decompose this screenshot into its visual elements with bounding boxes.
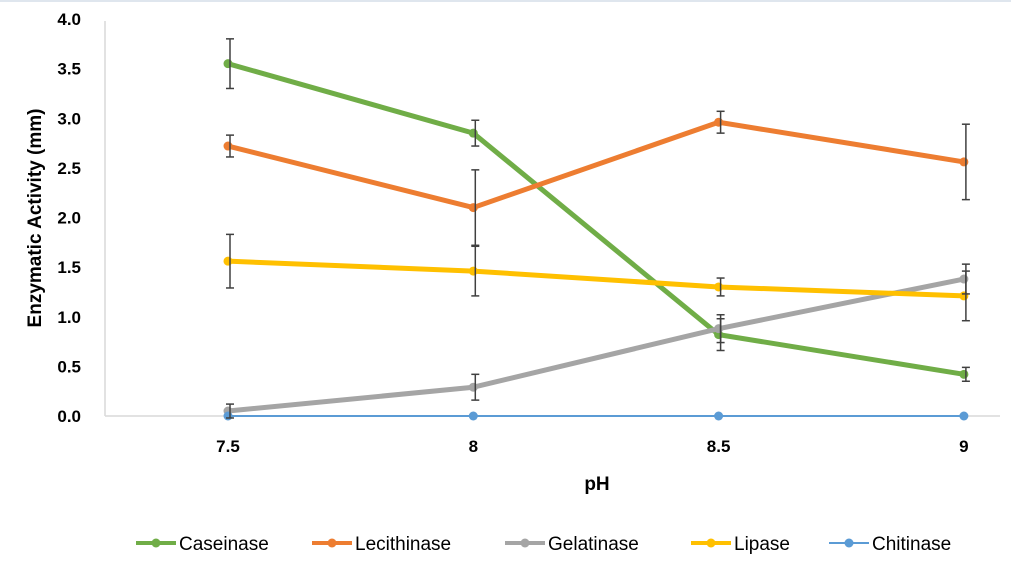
data-point [959,157,969,167]
error-bar [226,38,234,90]
series-lipase [223,256,969,301]
data-point [714,282,724,292]
error-bar [716,110,725,134]
x-tick-label: 7.5 [216,437,240,456]
y-tick-label: 3.0 [57,109,81,128]
data-point [959,291,969,301]
error-bar [226,403,234,419]
series-gelatinase [223,274,969,416]
series-caseinase [223,59,969,379]
legend-item-gelatinase: Gelatinase [505,534,639,555]
error-bar [961,366,970,383]
data-point [223,256,233,266]
data-point [468,411,478,421]
error-bar [961,270,970,322]
data-point [714,117,724,127]
series-lecithinase [223,117,969,213]
data-point [959,369,969,379]
series-chitinase [223,411,969,421]
error-bar [471,373,480,401]
legend-label: Gelatinase [548,534,639,555]
y-tick-label: 1.0 [57,308,81,327]
data-point [223,59,233,69]
data-point [223,141,233,151]
legend-label: Caseinase [179,534,269,555]
data-point [223,411,233,421]
y-tick-label: 3.5 [57,60,81,79]
series-line [227,61,965,377]
legend-item-lecithinase: Lecithinase [312,534,451,555]
y-tick-label: 4.0 [57,10,81,29]
x-tick-label: 8.5 [707,437,731,456]
y-tick-label: 2.5 [57,159,81,178]
legend-label: Chitinase [872,534,951,555]
data-point [468,382,478,392]
series-line [227,258,964,299]
data-point [959,411,969,421]
x-tick-label: 8 [469,437,478,456]
error-bar [471,245,480,297]
series-line [227,119,965,211]
series-line [227,276,965,414]
data-point [468,266,478,276]
y-tick-label: 0.5 [57,357,81,376]
legend-item-lipase: Lipase [691,534,790,555]
y-tick-label: 2.0 [57,209,81,228]
error-bar [716,314,725,344]
legend-item-chitinase: Chitinase [829,534,951,555]
data-point [714,324,724,334]
y-tick-label: 1.5 [57,258,81,277]
error-bar [716,277,725,297]
data-point [959,274,969,284]
y-tick-label: 0.0 [57,407,81,426]
error-bar [961,123,970,201]
data-point [468,203,478,213]
error-bar [471,119,480,147]
y-axis-label: Enzymatic Activity (mm) [25,109,46,328]
legend-label: Lecithinase [355,534,451,555]
legend-label: Lipase [734,534,790,555]
error-bar [226,134,234,158]
error-bar [226,233,234,289]
legend: Caseinase Lecithinase Gelatinase Lipase Chit… [136,534,951,555]
data-point [714,411,724,421]
error-bar [471,169,480,247]
legend-item-caseinase: Caseinase [136,534,269,555]
data-point [468,128,478,138]
x-axis-label: pH [584,474,609,495]
x-tick-label: 9 [959,437,968,456]
